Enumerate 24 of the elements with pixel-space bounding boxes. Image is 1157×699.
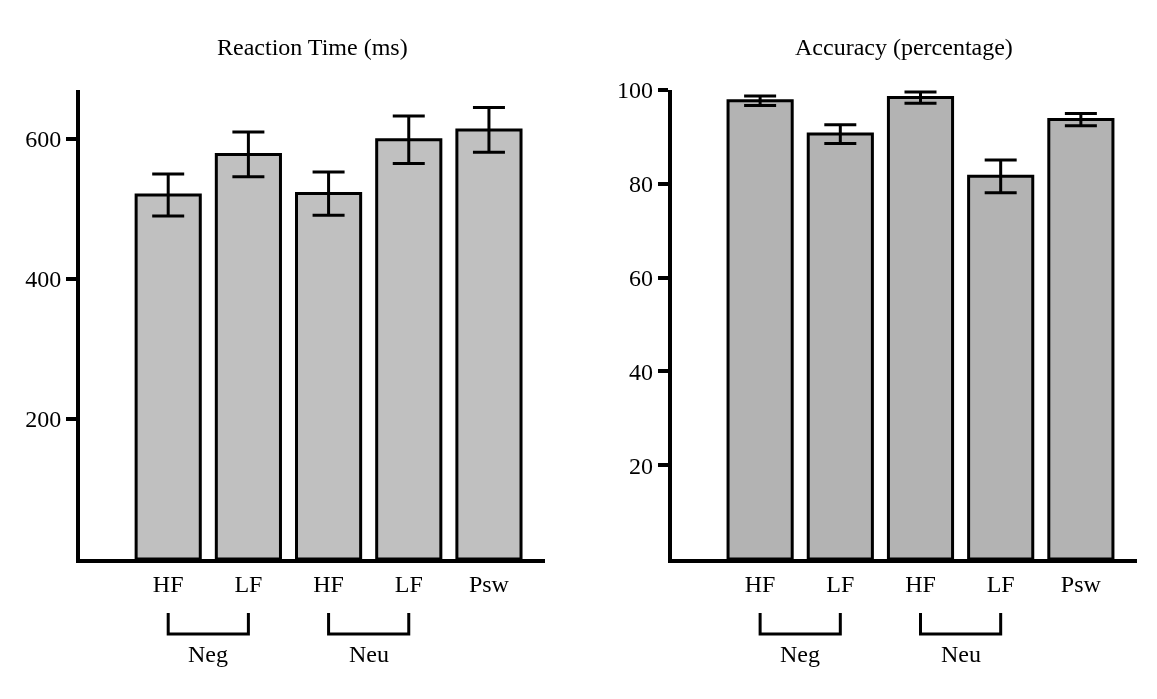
text: Neg: [188, 641, 228, 667]
x-tick-label: HF: [744, 570, 776, 597]
text: Neu: [349, 641, 389, 667]
y-tick-label: 600: [25, 126, 62, 153]
y-tick-label: 40: [629, 358, 654, 385]
x-tick-label: Psw: [468, 570, 510, 597]
text: Neu: [941, 641, 981, 667]
y-tick-label: 400: [25, 266, 62, 293]
chart-title: Accuracy (percentage): [795, 34, 1013, 60]
x-tick-label: LF: [394, 570, 423, 597]
y-tick-label: 200: [25, 406, 62, 433]
y-tick-label: 60: [629, 265, 654, 291]
x-tick-label: LF: [234, 570, 263, 597]
x-tick-label: HF: [905, 570, 936, 597]
x-tick-label: LF: [826, 570, 855, 597]
text: Neg: [780, 641, 820, 667]
x-tick-label: Psw: [1060, 570, 1102, 597]
y-tick-label: 100: [617, 77, 654, 104]
x-tick-label: LF: [986, 570, 1015, 597]
chart-title: Reaction Time (ms): [217, 34, 408, 60]
x-tick-label: HF: [152, 570, 184, 597]
y-tick-label: 20: [629, 452, 654, 479]
x-tick-label: HF: [313, 570, 344, 597]
y-tick-label: 80: [629, 171, 654, 198]
